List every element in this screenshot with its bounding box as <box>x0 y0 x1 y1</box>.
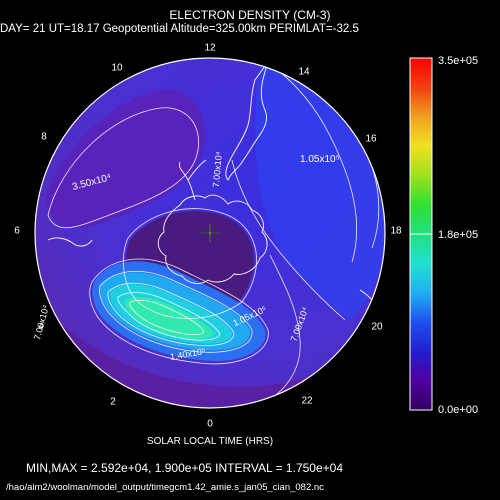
file-path: /hao/aim2/woolman/model_output/timegcm1.… <box>6 482 324 493</box>
hour-label-14: 14 <box>298 66 310 78</box>
hour-label-16: 16 <box>365 133 377 145</box>
hour-label-8: 8 <box>41 131 47 143</box>
map-subtitle: DAY= 21 UT=18.17 Geopotential Altitude=3… <box>0 23 359 35</box>
hour-label-0: 0 <box>207 418 213 430</box>
contour-label: 1.05x10⁵ <box>300 154 340 165</box>
map-title: ELECTRON DENSITY (CM-3) <box>169 8 331 22</box>
hour-label-2: 2 <box>110 396 116 408</box>
colorbar-min-label: 0.0e+00 <box>438 404 479 416</box>
hour-label-22: 22 <box>301 395 313 407</box>
colorbar-mid-label: 1.8e+05 <box>438 229 479 241</box>
x-axis-label: SOLAR LOCAL TIME (HRS) <box>146 436 274 447</box>
hour-label-4: 4 <box>38 321 44 333</box>
hour-label-20: 20 <box>371 321 383 333</box>
hour-label-18: 18 <box>390 225 402 237</box>
colorbar <box>409 57 433 411</box>
hour-label-12: 12 <box>204 42 216 54</box>
hour-label-10: 10 <box>111 62 123 74</box>
hour-label-6: 6 <box>14 225 20 237</box>
colorbar-max-label: 3.5e+05 <box>438 55 479 67</box>
minmax-text: MIN,MAX = 2.592e+04, 1.900e+05 INTERVAL … <box>26 461 343 475</box>
